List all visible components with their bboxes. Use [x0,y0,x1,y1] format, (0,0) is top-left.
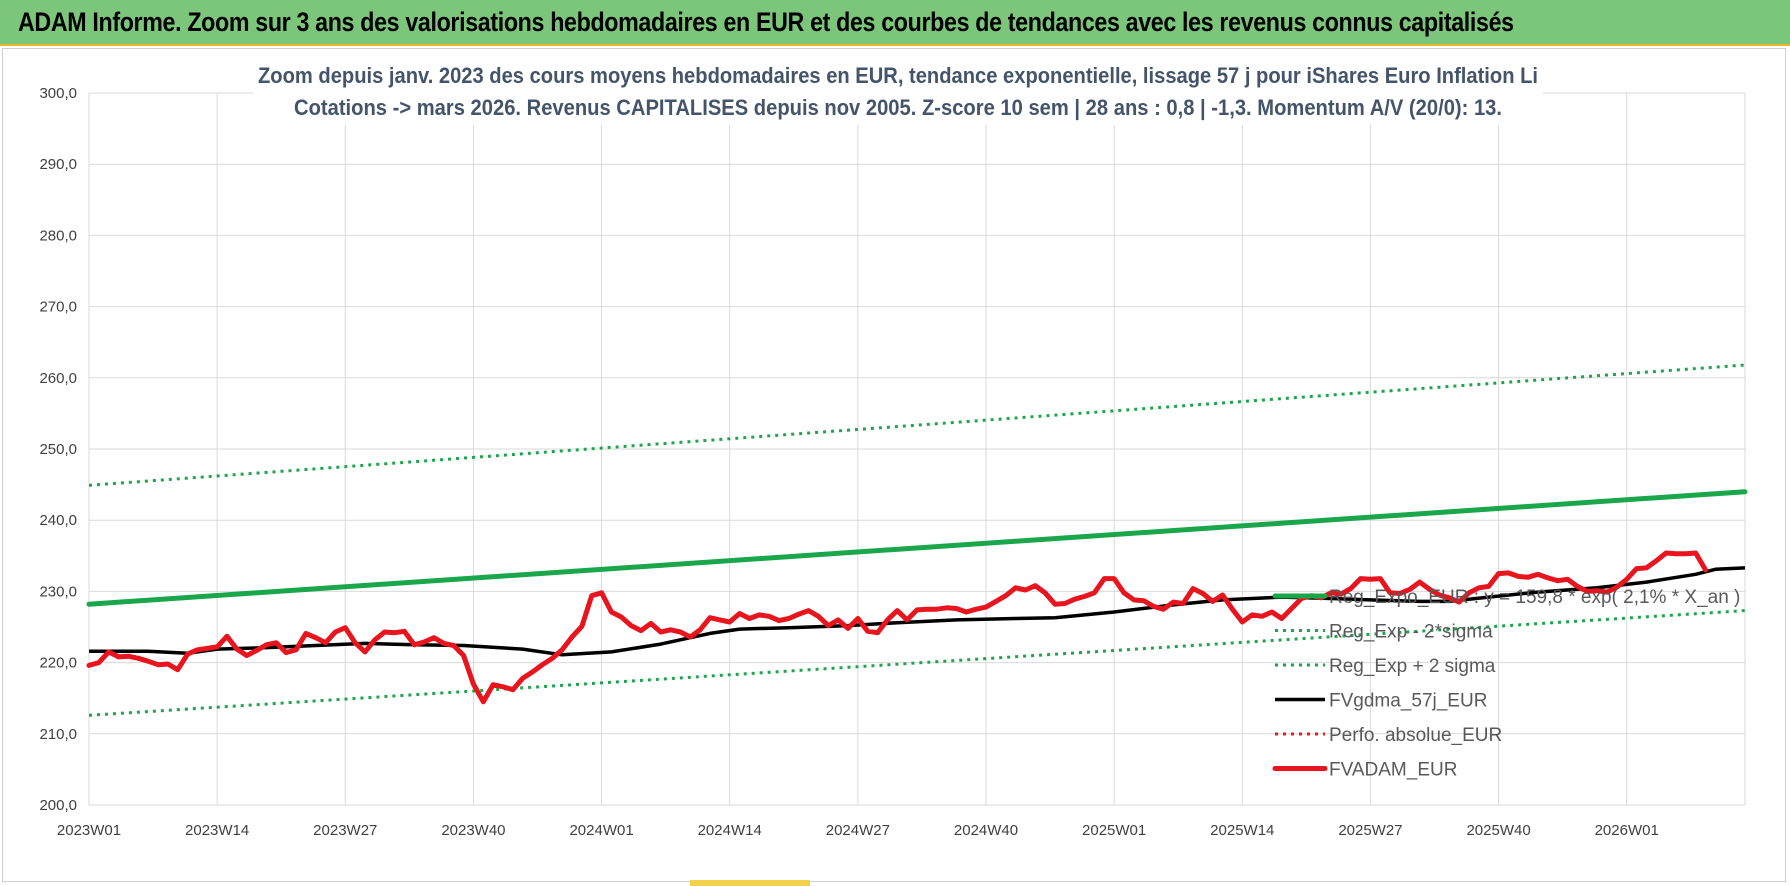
x-tick-label: 2026W01 [1595,822,1659,839]
y-tick-label: 230,0 [39,583,77,600]
axis-labels: 200,0 210,0 220,0 230,0 240,0 250,0 260,0 270,0… [39,85,1658,839]
series-layer [86,363,1748,717]
legend-label: Reg_Expo_EUR : y = 159,8 * exp( 2,1% * X… [1329,587,1740,608]
x-tick-label: 2024W14 [698,822,762,839]
x-tick-label: 2024W40 [954,822,1018,839]
chart-title-background [253,59,1543,125]
legend-label: Reg_Exp - 2*sigma [1329,622,1493,643]
y-tick-label: 270,0 [39,299,77,316]
y-tick-label: 280,0 [39,227,77,244]
series-line-reg-exp-2-sigma [88,363,1746,487]
chart-title-line-1: Zoom depuis janv. 2023 des cours moyens … [258,63,1538,88]
report-banner: ADAM Informe. Zoom sur 3 ans des valoris… [0,0,1790,46]
x-tick-label: 2024W01 [569,822,633,839]
x-tick-label: 2023W27 [313,822,377,839]
y-tick-label: 300,0 [39,85,77,102]
x-tick-label: 2025W01 [1082,822,1146,839]
chart-title-line-2: Cotations -> mars 2026. Revenus CAPITALI… [294,95,1502,120]
x-tick-label: 2023W01 [57,822,121,839]
y-tick-label: 290,0 [39,156,77,173]
y-tick-label: 240,0 [39,512,77,529]
chart-panel: Zoom depuis janv. 2023 des cours moyens … [2,48,1786,882]
x-tick-label: 2024W27 [826,822,890,839]
series-line-fvadam-eur [86,550,1709,705]
y-tick-label: 220,0 [39,655,77,672]
report-banner-title: ADAM Informe. Zoom sur 3 ans des valoris… [18,7,1514,37]
legend-label: FVADAM_EUR [1329,760,1457,781]
sheet-tab-indicator [690,880,810,886]
y-tick-label: 260,0 [39,370,77,387]
x-tick-label: 2025W40 [1466,822,1530,839]
series-line-reg-expo-eur-y-159-8-exp-2-1-x-an [86,489,1748,607]
chart-title: Zoom depuis janv. 2023 des cours moyens … [253,59,1543,125]
x-tick-label: 2025W27 [1338,822,1402,839]
legend-label: Reg_Exp + 2 sigma [1329,656,1496,677]
chart-legend: Reg_Expo_EUR : y = 159,8 * exp( 2,1% * X… [1272,587,1740,781]
valuation-line-chart: Zoom depuis janv. 2023 des cours moyens … [39,59,1748,839]
legend-label: FVgdma_57j_EUR [1329,691,1487,712]
y-tick-label: 250,0 [39,441,77,458]
y-tick-label: 200,0 [39,797,77,814]
legend-label: Perfo. absolue_EUR [1329,725,1502,746]
x-tick-label: 2025W14 [1210,822,1274,839]
x-tick-label: 2023W14 [185,822,249,839]
y-tick-label: 210,0 [39,726,77,743]
x-tick-label: 2023W40 [441,822,505,839]
